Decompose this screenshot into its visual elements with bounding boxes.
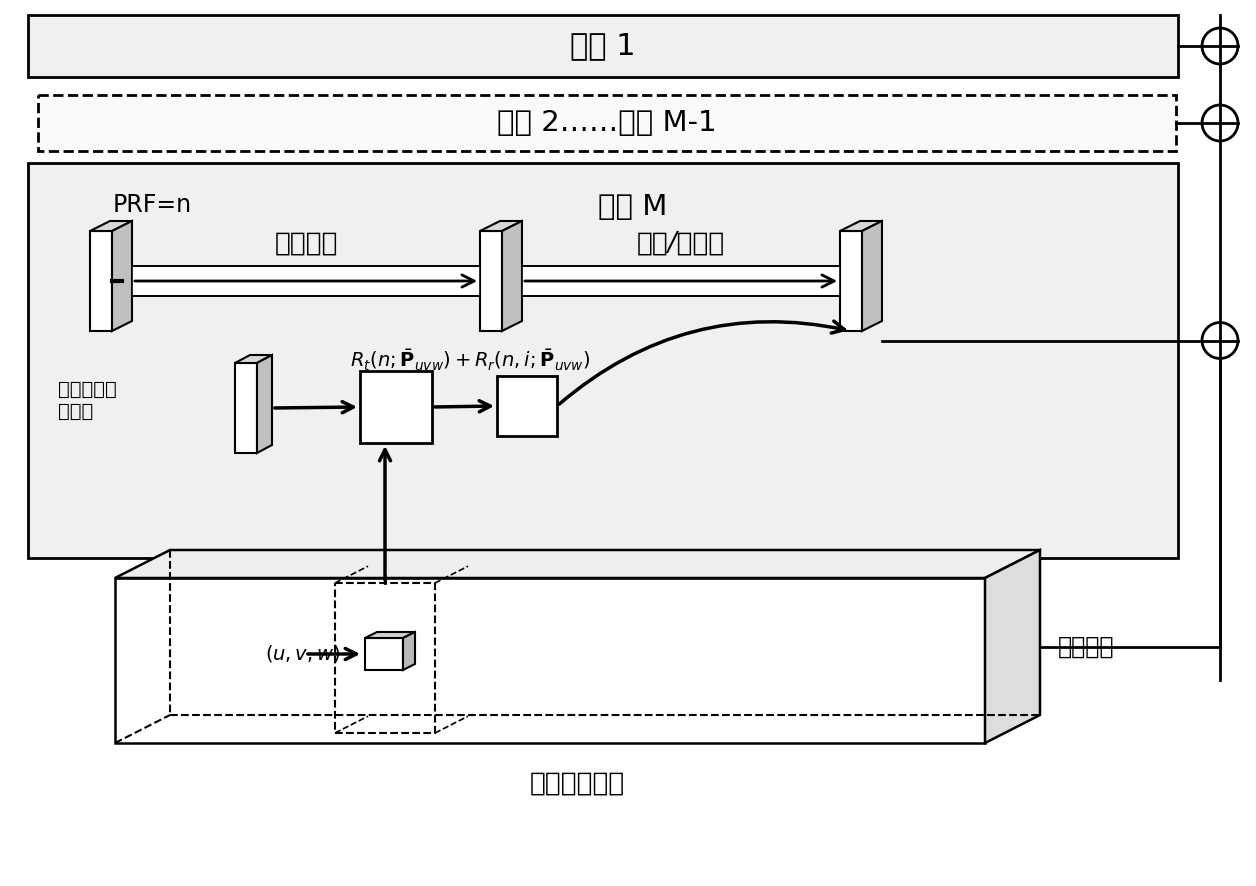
Polygon shape: [480, 231, 502, 331]
Polygon shape: [112, 221, 132, 331]
Polygon shape: [116, 550, 1040, 578]
Text: 三维成像空间: 三维成像空间: [530, 771, 625, 797]
Bar: [28, 15, 1178, 77]
Bar: [335, 583, 435, 733]
Text: 天线相位中
心轨迹: 天线相位中 心轨迹: [58, 379, 117, 421]
Text: $R_t(n;\bar{\mathbf{P}}_{uvw})+R_r(n,i;\bar{\mathbf{P}}_{uvw})$: $R_t(n;\bar{\mathbf{P}}_{uvw})+R_r(n,i;\…: [350, 348, 590, 373]
Polygon shape: [403, 632, 414, 670]
Polygon shape: [235, 355, 273, 363]
Text: 相干累加: 相干累加: [1058, 634, 1114, 658]
Polygon shape: [502, 221, 522, 331]
Polygon shape: [365, 638, 403, 670]
Polygon shape: [365, 632, 414, 638]
Polygon shape: [985, 550, 1040, 743]
Polygon shape: [840, 231, 862, 331]
Text: 距离压缩: 距离压缩: [274, 231, 338, 257]
Bar: [497, 376, 556, 436]
Bar: [360, 371, 432, 443]
Polygon shape: [116, 578, 985, 743]
Text: 通道 2……通道 M-1: 通道 2……通道 M-1: [497, 109, 717, 137]
Polygon shape: [257, 355, 273, 453]
Text: $(u,v,w)$: $(u,v,w)$: [265, 643, 340, 664]
Text: PRF=n: PRF=n: [113, 193, 192, 217]
Text: 通道 1: 通道 1: [570, 32, 636, 60]
Polygon shape: [235, 363, 257, 453]
Polygon shape: [840, 221, 882, 231]
Polygon shape: [90, 231, 112, 331]
Bar: [28, 163, 1178, 558]
Text: 通道 M: 通道 M: [598, 193, 668, 221]
Bar: [38, 95, 1176, 151]
Text: 内差/重采样: 内差/重采样: [637, 231, 725, 257]
Polygon shape: [480, 221, 522, 231]
Polygon shape: [90, 221, 132, 231]
Polygon shape: [862, 221, 882, 331]
